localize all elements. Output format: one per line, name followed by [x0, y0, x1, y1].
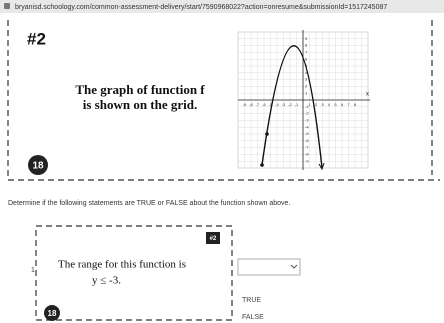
curve-arrow	[318, 162, 325, 171]
statement-number-box	[206, 232, 220, 244]
y-tick-label: 7	[305, 49, 308, 54]
url[interactable]: bryanisd.schoology.com/common-assessment…	[15, 4, 387, 11]
x-tick-label: 2	[315, 102, 318, 107]
x-tick-label: 8	[354, 102, 357, 107]
x-tick-label: 4	[328, 102, 331, 107]
curve-point	[260, 163, 264, 167]
statement-text: The range for this function is	[58, 259, 186, 271]
y-tick-label: 6	[305, 56, 308, 61]
dropdown-chevron	[290, 264, 298, 269]
badge-label: 18	[32, 161, 44, 172]
x-tick-label: 1	[308, 102, 311, 107]
question-number: #2	[27, 29, 46, 48]
url-bar	[0, 0, 444, 13]
site-icon	[4, 3, 10, 9]
y-tick-label: 9	[305, 36, 308, 41]
y-tick-label: 4	[305, 70, 308, 75]
curve-point	[265, 132, 269, 136]
x-tick-label: -2	[288, 102, 292, 107]
x-tick-label: -6	[262, 102, 266, 107]
x-tick-label: 3	[321, 102, 324, 107]
prompt-line: The graph of function f	[75, 82, 205, 97]
badge-label: 18	[48, 309, 57, 318]
y-tick-label: 8	[305, 43, 308, 48]
badge	[44, 305, 60, 321]
dropdown[interactable]	[237, 258, 301, 276]
x-tick-label: -5	[269, 102, 273, 107]
x-tick-label: -7	[256, 102, 260, 107]
y-tick-label: -1	[305, 104, 309, 109]
dropdown-option[interactable]: TRUE	[242, 297, 261, 304]
y-tick-label: 3	[305, 77, 308, 82]
y-tick-label: 1	[305, 90, 308, 95]
y-tick-label: -8	[305, 151, 309, 156]
prompt-line: is shown on the grid.	[83, 97, 198, 112]
function-curve	[261, 45, 323, 169]
badge	[28, 155, 48, 175]
y-tick-label: -7	[305, 145, 309, 150]
statement-border	[35, 225, 233, 321]
statement-text: y ≤ -3.	[92, 275, 121, 287]
graph: x-9 -8 -7 -6 -5 -4 -3 -2 -1 1 2 3 4 5 6 7 8987654321-1-2…	[237, 30, 370, 171]
item-number: 1	[31, 267, 35, 274]
y-tick-label: -4	[305, 124, 309, 129]
statement-number: #2	[210, 236, 217, 242]
y-tick-label: -9	[305, 158, 309, 163]
y-tick-label: -6	[305, 138, 309, 143]
x-tick-label: 5	[334, 102, 337, 107]
x-tick-label: -4	[275, 102, 279, 107]
dropdown-option[interactable]: FALSE	[242, 314, 264, 321]
x-tick-label: -1	[295, 102, 299, 107]
x-tick-label: -9	[243, 102, 247, 107]
x-tick-label: -3	[282, 102, 286, 107]
x-tick-label: 7	[347, 102, 350, 107]
y-tick-label: 5	[305, 63, 308, 68]
x-tick-label: -8	[249, 102, 253, 107]
y-tick-label: -5	[305, 131, 309, 136]
instructions: Determine if the following statements ar…	[8, 200, 290, 207]
y-tick-label: -2	[305, 111, 309, 116]
x-tick-label: 6	[341, 102, 344, 107]
x-axis-label: x	[366, 92, 369, 98]
y-tick-label: -3	[305, 117, 309, 122]
y-tick-label: 2	[305, 83, 308, 88]
